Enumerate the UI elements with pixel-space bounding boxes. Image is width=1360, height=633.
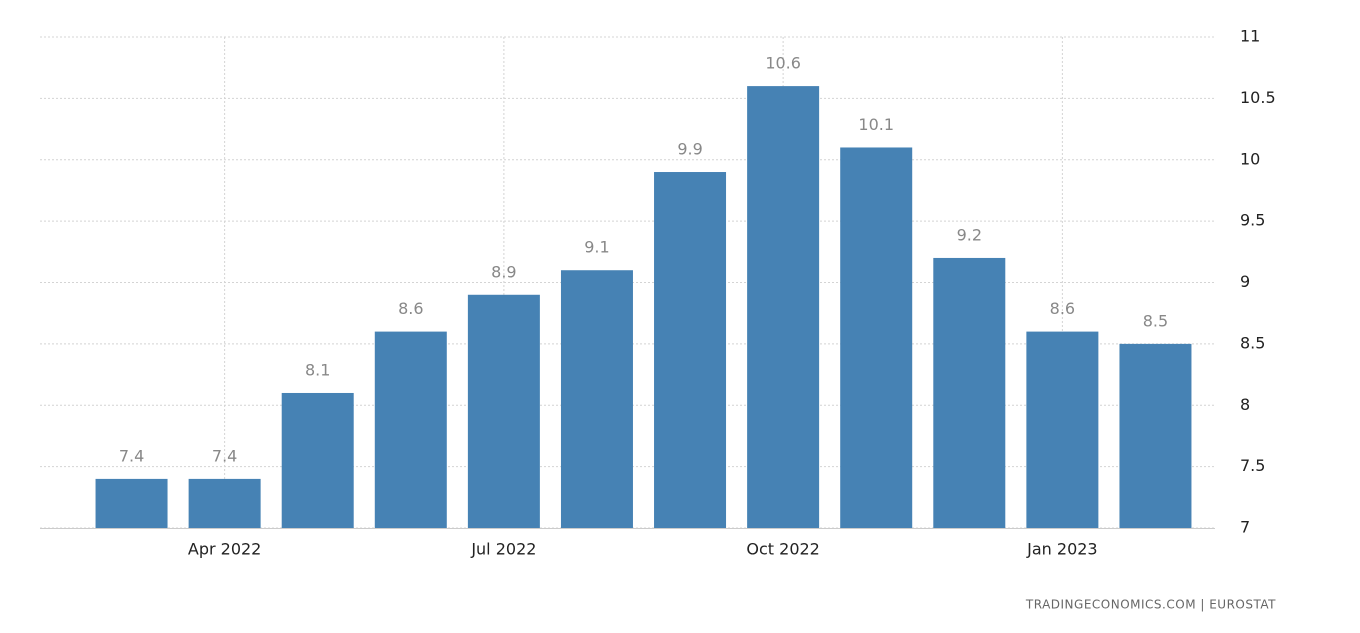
bar: [654, 172, 727, 528]
source: TRADINGECONOMICS.COM | EUROSTAT: [1025, 598, 1276, 612]
y-tick-label: 9.5: [1240, 211, 1265, 230]
value-label: 7.4: [119, 446, 144, 465]
bar: [747, 86, 820, 528]
value-label: 9.2: [957, 225, 982, 244]
value-label: 8.9: [491, 262, 516, 281]
y-tick-label: 8.5: [1240, 333, 1265, 352]
bar: [1026, 331, 1099, 528]
bar: [840, 147, 913, 528]
value-label: 9.1: [584, 238, 609, 257]
bar: [95, 478, 168, 528]
value-label: 8.6: [398, 299, 423, 318]
value-label: 9.9: [677, 140, 702, 159]
bar: [188, 478, 261, 528]
x-tick-label: Apr 2022: [188, 540, 261, 559]
value-label: 10.1: [858, 115, 894, 134]
value-label: 8.5: [1143, 311, 1168, 330]
value-label: 10.6: [765, 54, 801, 73]
y-tick-label: 8: [1240, 395, 1250, 414]
y-tick-label: 7: [1240, 518, 1250, 537]
value-label: 8.6: [1050, 299, 1075, 318]
y-tick-label: 10.5: [1240, 88, 1276, 107]
bar: [933, 257, 1006, 528]
bar: [1119, 343, 1192, 528]
value-label: 7.4: [212, 446, 237, 465]
y-tick-label: 9: [1240, 272, 1250, 291]
bar: [467, 294, 540, 528]
x-tick-label: Jan 2023: [1026, 540, 1097, 559]
value-label: 8.1: [305, 360, 330, 379]
bar: [281, 392, 354, 528]
bar: [560, 270, 633, 528]
y-tick-label: 10: [1240, 149, 1260, 168]
y-tick-label: 7.5: [1240, 456, 1265, 475]
x-tick-label: Jul 2022: [470, 540, 536, 559]
bar: [374, 331, 447, 528]
y-tick-label: 11: [1240, 27, 1260, 46]
x-tick-label: Oct 2022: [746, 540, 819, 559]
